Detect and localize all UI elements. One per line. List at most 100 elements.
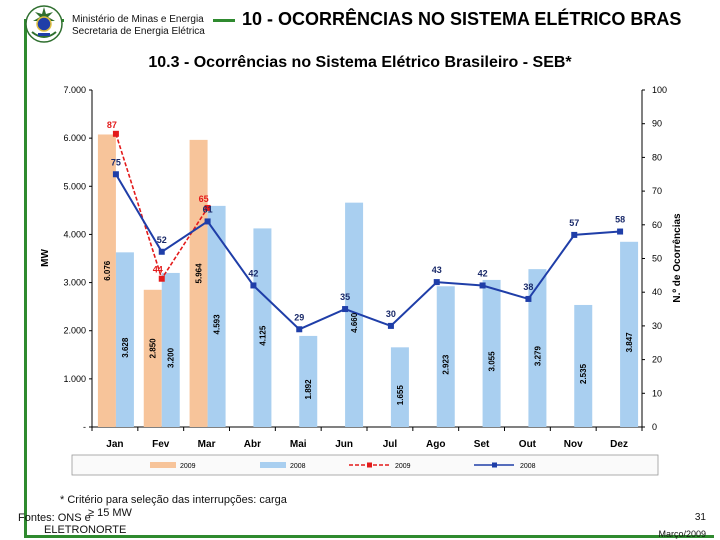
- bar-2008-set: [482, 279, 501, 427]
- footer-date: Março/2009: [658, 529, 706, 539]
- x-tick-label: Jan: [106, 439, 123, 450]
- bar-2008-ago: [436, 286, 455, 427]
- bar-value-label: 4.125: [258, 325, 267, 346]
- y-tick-label: 4.000: [63, 229, 86, 239]
- x-tick-label: Out: [519, 439, 537, 450]
- line-marker-2009: [204, 204, 211, 211]
- line-value-label: 57: [569, 218, 579, 228]
- legend-swatch-marker: [492, 462, 497, 468]
- legend-label: 2008: [520, 463, 536, 470]
- line-value-label: 65: [199, 194, 209, 204]
- legend-label: 2009: [395, 463, 411, 470]
- page-number: 31: [694, 512, 706, 523]
- y2-tick-label: 20: [652, 355, 662, 365]
- y-tick-label: 5.000: [63, 181, 86, 191]
- y2-tick-label: 50: [652, 254, 662, 264]
- bar-2008-abr: [253, 228, 272, 427]
- x-tick-label: Ago: [426, 439, 445, 450]
- bar-value-label: 4.593: [213, 314, 222, 335]
- bar-2008-jan: [115, 252, 134, 427]
- line-value-label: 75: [111, 157, 121, 167]
- y2-tick-label: 100: [652, 85, 667, 95]
- line-marker-2008: [479, 282, 486, 289]
- frame-left: [24, 19, 27, 537]
- bar-2008-dez: [620, 241, 639, 427]
- bar-2009-fev: [143, 289, 162, 427]
- chart-lines: [112, 130, 624, 333]
- line-value-label: 38: [523, 282, 533, 292]
- y-tick-label: 1.000: [63, 374, 86, 384]
- y2-tick-label: 10: [652, 388, 662, 398]
- line-value-label: 42: [248, 268, 258, 278]
- bar-value-label: 3.055: [488, 351, 497, 372]
- legend-label: 2008: [290, 463, 306, 470]
- line-marker-2008: [617, 228, 624, 235]
- line-marker-2008: [158, 248, 165, 255]
- bar-2008-jul: [390, 347, 409, 427]
- coat-of-arms-icon: [25, 5, 63, 43]
- line-value-label: 35: [340, 292, 350, 302]
- line-marker-2009: [158, 275, 165, 282]
- chart-bars: [97, 134, 639, 427]
- bar-2008-mai: [299, 335, 318, 427]
- bar-value-label: 3.847: [625, 332, 634, 353]
- bar-value-label: 1.892: [304, 379, 313, 400]
- y2-axis-title: N.º de Ocorrências: [672, 213, 683, 303]
- footnote-criteria: * Critério para seleção das interrupções…: [60, 494, 287, 506]
- y2-tick-label: 90: [652, 119, 662, 129]
- y-tick-label: -: [83, 422, 86, 432]
- y2-tick-label: 40: [652, 287, 662, 297]
- line-value-label: 30: [386, 309, 396, 319]
- line-marker-2008: [433, 279, 440, 286]
- y-axis-title: MW: [40, 249, 51, 267]
- line-value-label: 52: [157, 235, 167, 245]
- bar-value-label: 2.850: [149, 338, 158, 359]
- bar-value-label: 1.655: [396, 385, 405, 406]
- y-tick-label: 7.000: [63, 85, 86, 95]
- x-tick-label: Jun: [335, 439, 353, 450]
- y2-tick-label: 0: [652, 422, 657, 432]
- line-marker-2008: [342, 306, 349, 313]
- chart-title: 10.3 - Ocorrências no Sistema Elétrico B…: [148, 54, 572, 71]
- line-value-label: 42: [478, 268, 488, 278]
- bar-2009-mar: [189, 139, 208, 427]
- line-marker-2008: [250, 282, 257, 289]
- line-value-label: 44: [153, 265, 163, 275]
- bar-value-label: 2.535: [579, 363, 588, 384]
- legend-swatch: [260, 462, 286, 468]
- frame-bottom: [24, 535, 714, 538]
- bar-value-label: 3.200: [167, 347, 176, 368]
- line-marker-2008: [571, 231, 578, 238]
- line-marker-2008: [204, 218, 211, 225]
- legend-swatch: [150, 462, 176, 468]
- section-title: 10 - OCORRÊNCIAS NO SISTEMA ELÉTRICO BRA…: [242, 9, 682, 29]
- bar-value-label: 5.964: [195, 263, 204, 284]
- line-value-label: 29: [294, 312, 304, 322]
- line-value-label: 43: [432, 265, 442, 275]
- y2-tick-label: 30: [652, 321, 662, 331]
- bar-2008-nov: [574, 304, 593, 427]
- ministry-name: Ministério de Minas e Energia Secretaria…: [72, 14, 205, 38]
- footnote-threshold: ≥ 15 MW: [88, 507, 132, 519]
- y-tick-label: 2.000: [63, 326, 86, 336]
- legend-swatch-marker: [367, 462, 372, 468]
- bar-value-label: 2.923: [442, 354, 451, 375]
- line-series-2008: [115, 173, 621, 331]
- chart-axes: - 1.000 2.000 3.000 4.000 5.000 6.000 7.000 0 10 2…: [40, 85, 683, 450]
- ministry-line-1: Ministério de Minas e Energia: [72, 14, 204, 25]
- frame-top-middle: [213, 19, 235, 22]
- x-tick-label: Nov: [564, 439, 583, 450]
- x-tick-label: Jul: [383, 439, 398, 450]
- y2-tick-label: 80: [652, 152, 662, 162]
- line-marker-2008: [387, 322, 394, 329]
- x-tick-label: Set: [474, 439, 490, 450]
- line-marker-2008: [296, 326, 303, 333]
- x-tick-label: Dez: [610, 439, 628, 450]
- line-value-label: 61: [203, 204, 213, 214]
- x-tick-label: Mai: [290, 439, 307, 450]
- bar-value-label: 3.279: [533, 346, 542, 367]
- chart-legend: 2009 2008 2009 2008: [71, 454, 659, 476]
- line-marker-2008: [525, 295, 532, 302]
